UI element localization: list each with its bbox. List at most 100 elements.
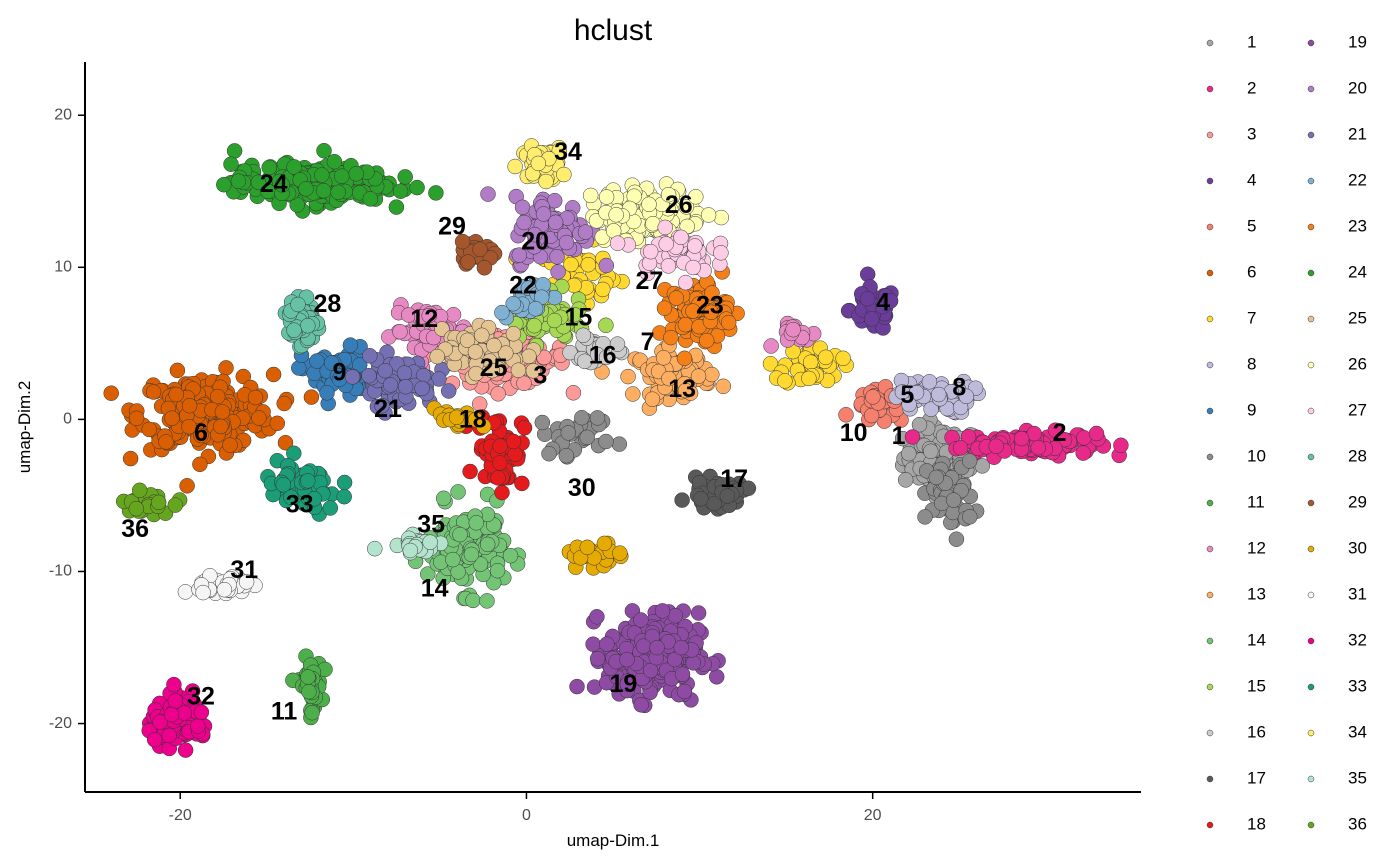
legend-item-32: 32 xyxy=(1307,630,1367,649)
point-cluster-10 xyxy=(917,509,933,525)
cluster-label-2: 2 xyxy=(1053,419,1067,447)
legend-item-10: 10 xyxy=(1206,446,1266,465)
cluster-label-19: 19 xyxy=(609,670,637,698)
legend-label: 34 xyxy=(1348,722,1367,741)
legend-item-22: 22 xyxy=(1307,170,1367,189)
point-cluster-29 xyxy=(460,254,476,270)
point-cluster-15 xyxy=(526,317,543,334)
point-cluster-5 xyxy=(863,407,880,424)
point-cluster-6 xyxy=(181,397,198,414)
legend-label: 31 xyxy=(1348,584,1367,603)
point-cluster-19 xyxy=(673,639,689,656)
point-cluster-36 xyxy=(128,500,145,517)
legend-label: 1 xyxy=(1247,32,1256,51)
point-cluster-29 xyxy=(472,241,488,258)
point-cluster-6 xyxy=(128,410,145,427)
point-cluster-14 xyxy=(479,593,495,609)
point-cluster-10 xyxy=(928,469,945,486)
point-cluster-11 xyxy=(301,683,317,700)
point-cluster-24 xyxy=(392,183,409,199)
point-cluster-1 xyxy=(901,445,917,462)
point-cluster-35 xyxy=(402,542,419,559)
point-cluster-19 xyxy=(633,697,649,713)
point-cluster-24 xyxy=(226,143,243,159)
legend-swatch xyxy=(1307,315,1315,323)
legend-swatch xyxy=(1206,729,1214,737)
point-cluster-21 xyxy=(382,377,399,393)
series-17 xyxy=(674,468,757,517)
y-tick-label: -20 xyxy=(49,715,72,732)
legend-label: 21 xyxy=(1348,124,1367,143)
legend-swatch xyxy=(1307,545,1315,553)
point-cluster-21 xyxy=(440,383,457,399)
point-cluster-11 xyxy=(300,669,316,685)
legend-label: 11 xyxy=(1247,492,1265,511)
point-cluster-10 xyxy=(589,410,606,426)
legend-label: 26 xyxy=(1348,354,1367,373)
series-16 xyxy=(562,327,630,371)
point-cluster-24 xyxy=(326,153,343,170)
point-cluster-14 xyxy=(450,484,466,500)
point-cluster-27 xyxy=(685,259,701,276)
legend-item-26: 26 xyxy=(1307,354,1367,373)
legend-swatch xyxy=(1206,223,1214,231)
legend-label: 32 xyxy=(1348,630,1367,649)
legend-swatch xyxy=(1307,177,1315,185)
legend-item-14: 14 xyxy=(1206,630,1266,649)
legend-swatch xyxy=(1307,499,1315,507)
legend-swatch xyxy=(1206,499,1214,507)
cluster-label-16: 16 xyxy=(589,342,617,370)
point-cluster-10 xyxy=(962,509,978,525)
legend-label: 27 xyxy=(1348,400,1367,419)
point-cluster-6 xyxy=(169,362,186,379)
legend-swatch xyxy=(1206,683,1214,691)
point-cluster-10 xyxy=(574,409,590,426)
y-tick-label: -10 xyxy=(49,563,72,580)
cluster-label-22: 22 xyxy=(509,272,537,300)
legend-swatch xyxy=(1307,775,1315,783)
cluster-label-5: 5 xyxy=(900,381,914,409)
point-cluster-6 xyxy=(277,434,294,451)
point-cluster-28 xyxy=(286,322,302,338)
point-cluster-27 xyxy=(713,245,729,261)
point-cluster-15 xyxy=(546,312,563,329)
series-10 xyxy=(534,409,985,547)
point-cluster-33 xyxy=(336,488,352,505)
legend-swatch xyxy=(1307,453,1315,461)
point-cluster-14 xyxy=(452,526,468,543)
legend-swatch xyxy=(1307,223,1315,231)
point-cluster-10 xyxy=(534,414,551,431)
point-cluster-28 xyxy=(290,296,306,313)
point-cluster-6 xyxy=(218,360,234,376)
point-cluster-31 xyxy=(216,581,233,598)
legend-item-5: 5 xyxy=(1206,216,1256,235)
point-cluster-26 xyxy=(582,187,599,204)
point-cluster-6 xyxy=(251,410,267,426)
point-cluster-20 xyxy=(535,206,552,222)
legend-item-28: 28 xyxy=(1307,446,1367,465)
point-cluster-34 xyxy=(538,173,554,190)
legend-swatch xyxy=(1206,269,1214,277)
point-cluster-14 xyxy=(502,547,519,564)
legend-swatch xyxy=(1307,361,1315,369)
point-cluster-3 xyxy=(565,385,582,401)
cluster-label-20: 20 xyxy=(521,228,549,256)
point-cluster-12 xyxy=(392,323,408,340)
point-cluster-22 xyxy=(494,304,510,321)
point-cluster-33 xyxy=(336,474,353,491)
legend-item-2: 2 xyxy=(1206,78,1256,97)
legend-swatch xyxy=(1307,729,1315,737)
chart-title: hclust xyxy=(574,14,653,47)
point-cluster-14 xyxy=(479,536,496,553)
point-cluster-23 xyxy=(677,316,694,333)
point-cluster-9 xyxy=(319,385,335,401)
point-cluster-6 xyxy=(164,410,180,426)
point-cluster-6 xyxy=(214,404,231,420)
point-cluster-19 xyxy=(599,636,615,652)
legend-swatch xyxy=(1307,407,1315,415)
point-cluster-2 xyxy=(1047,422,1064,438)
y-ticks: -20 -10 0 10 20 xyxy=(49,106,85,732)
legend-item-6: 6 xyxy=(1206,262,1256,281)
point-cluster-14 xyxy=(445,551,461,568)
point-cluster-6 xyxy=(103,385,119,401)
